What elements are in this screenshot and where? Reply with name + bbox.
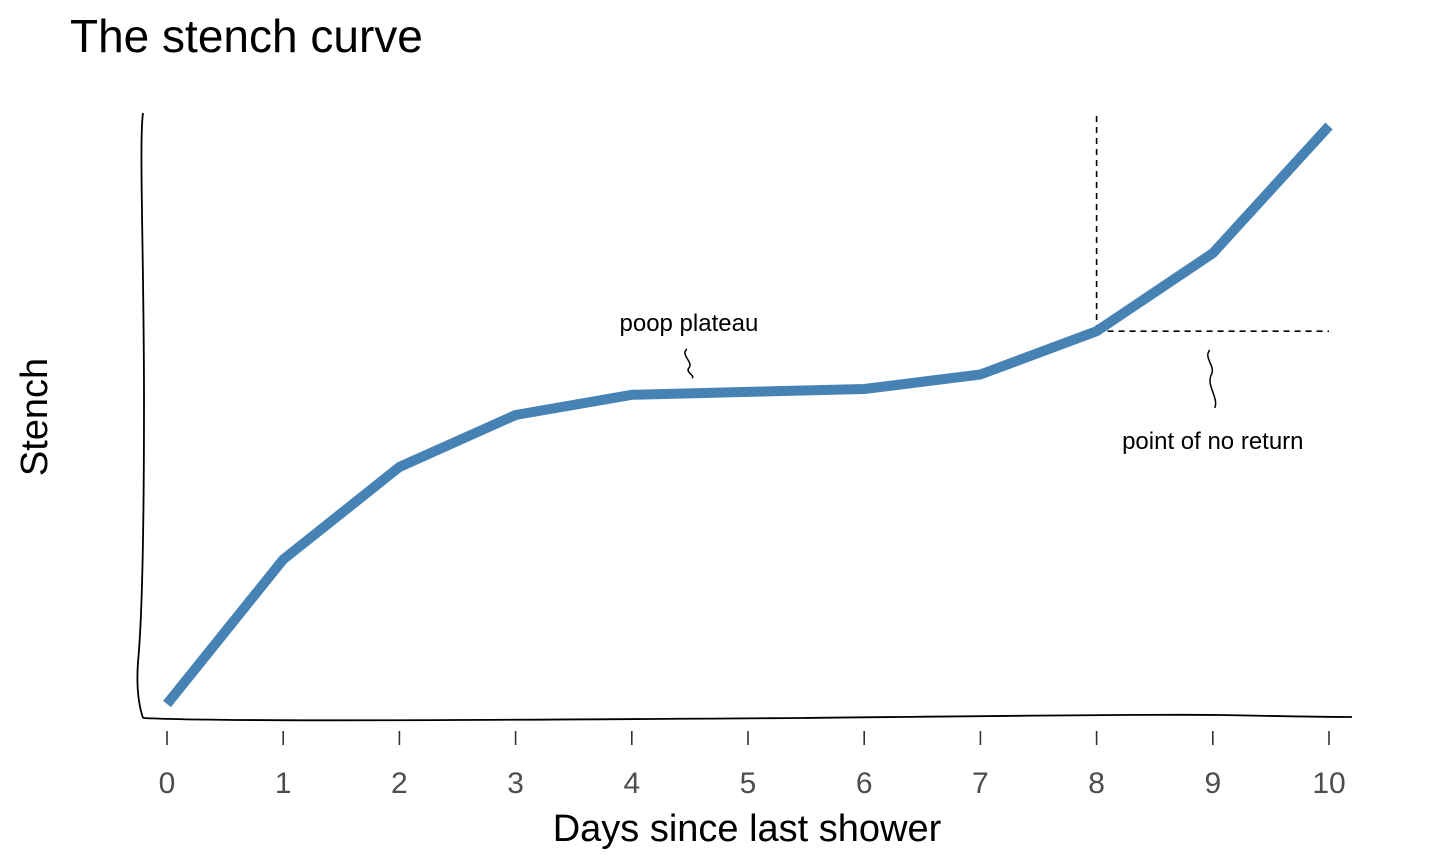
x-tick-label: 7 — [972, 767, 989, 800]
point-of-no-return-reference-lines — [1095, 116, 1329, 332]
annotation-pointer-point-of-no-return — [1207, 349, 1217, 409]
x-axis-title: Days since last shower — [553, 808, 942, 850]
chart-annotations: poop plateau point of no return — [620, 310, 1304, 455]
x-tick-label: 5 — [740, 767, 757, 800]
chart-title: The stench curve — [70, 10, 423, 62]
x-axis-tick-labels: 0 1 2 3 4 5 6 7 8 9 10 — [159, 767, 1346, 800]
x-tick-label: 8 — [1088, 767, 1105, 800]
annotation-point-of-no-return: point of no return — [1122, 428, 1303, 455]
stench-series-line — [163, 122, 1333, 708]
x-tick-label: 9 — [1204, 767, 1221, 800]
x-axis-line — [142, 713, 1353, 722]
x-axis-ticks — [166, 731, 1330, 745]
y-axis-line — [136, 112, 145, 719]
y-axis-title: Stench — [14, 358, 56, 476]
x-tick-label: 10 — [1312, 767, 1345, 800]
x-tick-label: 0 — [159, 767, 176, 800]
annotation-pointer-poop-plateau — [684, 348, 694, 379]
x-tick-label: 4 — [623, 767, 640, 800]
x-tick-label: 2 — [391, 767, 408, 800]
x-tick-label: 3 — [507, 767, 524, 800]
annotation-poop-plateau: poop plateau — [620, 310, 759, 337]
x-tick-label: 6 — [856, 767, 873, 800]
x-tick-label: 1 — [275, 767, 292, 800]
